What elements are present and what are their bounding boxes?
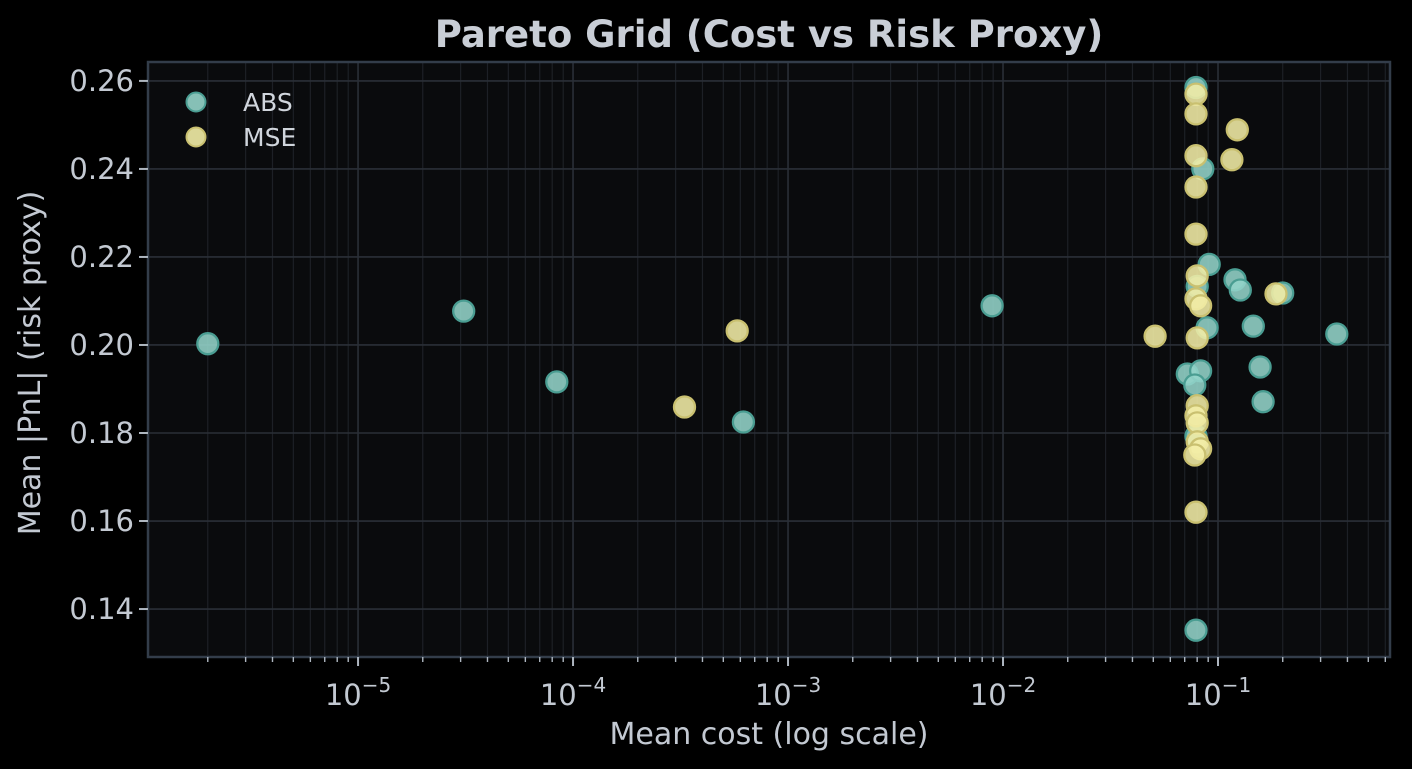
data-point-abs <box>1251 390 1275 414</box>
x-tick-label: 10−5 <box>325 673 391 712</box>
data-point-mse <box>1184 144 1208 168</box>
chart-title: Pareto Grid (Cost vs Risk Proxy) <box>435 13 1104 56</box>
data-point-abs <box>196 332 220 356</box>
y-tick-label: 0.22 <box>69 240 134 274</box>
x-tick-label: 10−2 <box>970 673 1036 712</box>
data-point-abs <box>980 294 1004 318</box>
legend-label-mse: MSE <box>243 123 296 152</box>
y-tick-label: 0.16 <box>69 504 134 538</box>
data-point-mse <box>1185 264 1209 288</box>
data-point-abs <box>1241 314 1265 338</box>
data-point-abs <box>1184 618 1208 642</box>
data-point-mse <box>1185 326 1209 350</box>
gridlines-major <box>148 62 1390 657</box>
data-point-mse <box>1184 102 1208 126</box>
data-point-mse <box>1183 443 1207 467</box>
data-point-abs <box>452 299 476 323</box>
legend-marker-abs <box>185 91 207 113</box>
legend-label-abs: ABS <box>243 88 293 117</box>
data-point-mse <box>1225 118 1249 142</box>
x-axis-label: Mean cost (log scale) <box>609 717 928 752</box>
data-point-mse <box>1143 324 1167 348</box>
series-abs-points <box>196 75 1349 642</box>
x-tick-label: 10−3 <box>755 673 821 712</box>
legend: ABS MSE <box>185 88 296 152</box>
data-point-mse <box>1264 282 1288 306</box>
data-point-abs <box>1325 322 1349 346</box>
data-point-mse <box>1184 82 1208 106</box>
data-point-abs <box>1248 355 1272 379</box>
data-point-abs <box>1228 278 1252 302</box>
data-point-abs <box>545 370 569 394</box>
tick-marks <box>139 79 1387 666</box>
data-point-mse <box>1184 175 1208 199</box>
data-point-abs <box>1183 373 1207 397</box>
data-point-mse <box>1184 500 1208 524</box>
axes-frame <box>146 60 1392 659</box>
y-tick-label: 0.24 <box>69 152 134 186</box>
y-tick-label: 0.14 <box>69 592 134 626</box>
series-mse-points <box>672 82 1288 524</box>
x-gridlines-minor <box>207 62 1386 657</box>
y-axis-label: Mean |PnL| (risk proxy) <box>13 191 48 536</box>
y-tick-label: 0.20 <box>69 328 134 362</box>
data-point-mse <box>672 395 697 419</box>
tick-labels: 0.14 0.16 0.18 0.20 0.22 0.24 0.26 10−5 10−4 10−3… <box>69 64 1251 712</box>
y-tick-label: 0.26 <box>69 64 134 98</box>
x-tick-label: 10−1 <box>1185 673 1251 712</box>
data-point-mse <box>1184 222 1208 246</box>
chart-render-root: 0.14 0.16 0.18 0.20 0.22 0.24 0.26 10−5 10−4 10−3… <box>69 60 1392 712</box>
plot-background <box>148 62 1390 657</box>
data-point-mse <box>1188 294 1213 318</box>
data-point-abs <box>731 410 756 434</box>
data-point-mse <box>725 319 749 343</box>
legend-marker-mse <box>185 126 207 148</box>
x-tick-label: 10−4 <box>540 673 606 712</box>
y-tick-label: 0.18 <box>69 416 134 450</box>
data-point-mse <box>1220 148 1244 172</box>
